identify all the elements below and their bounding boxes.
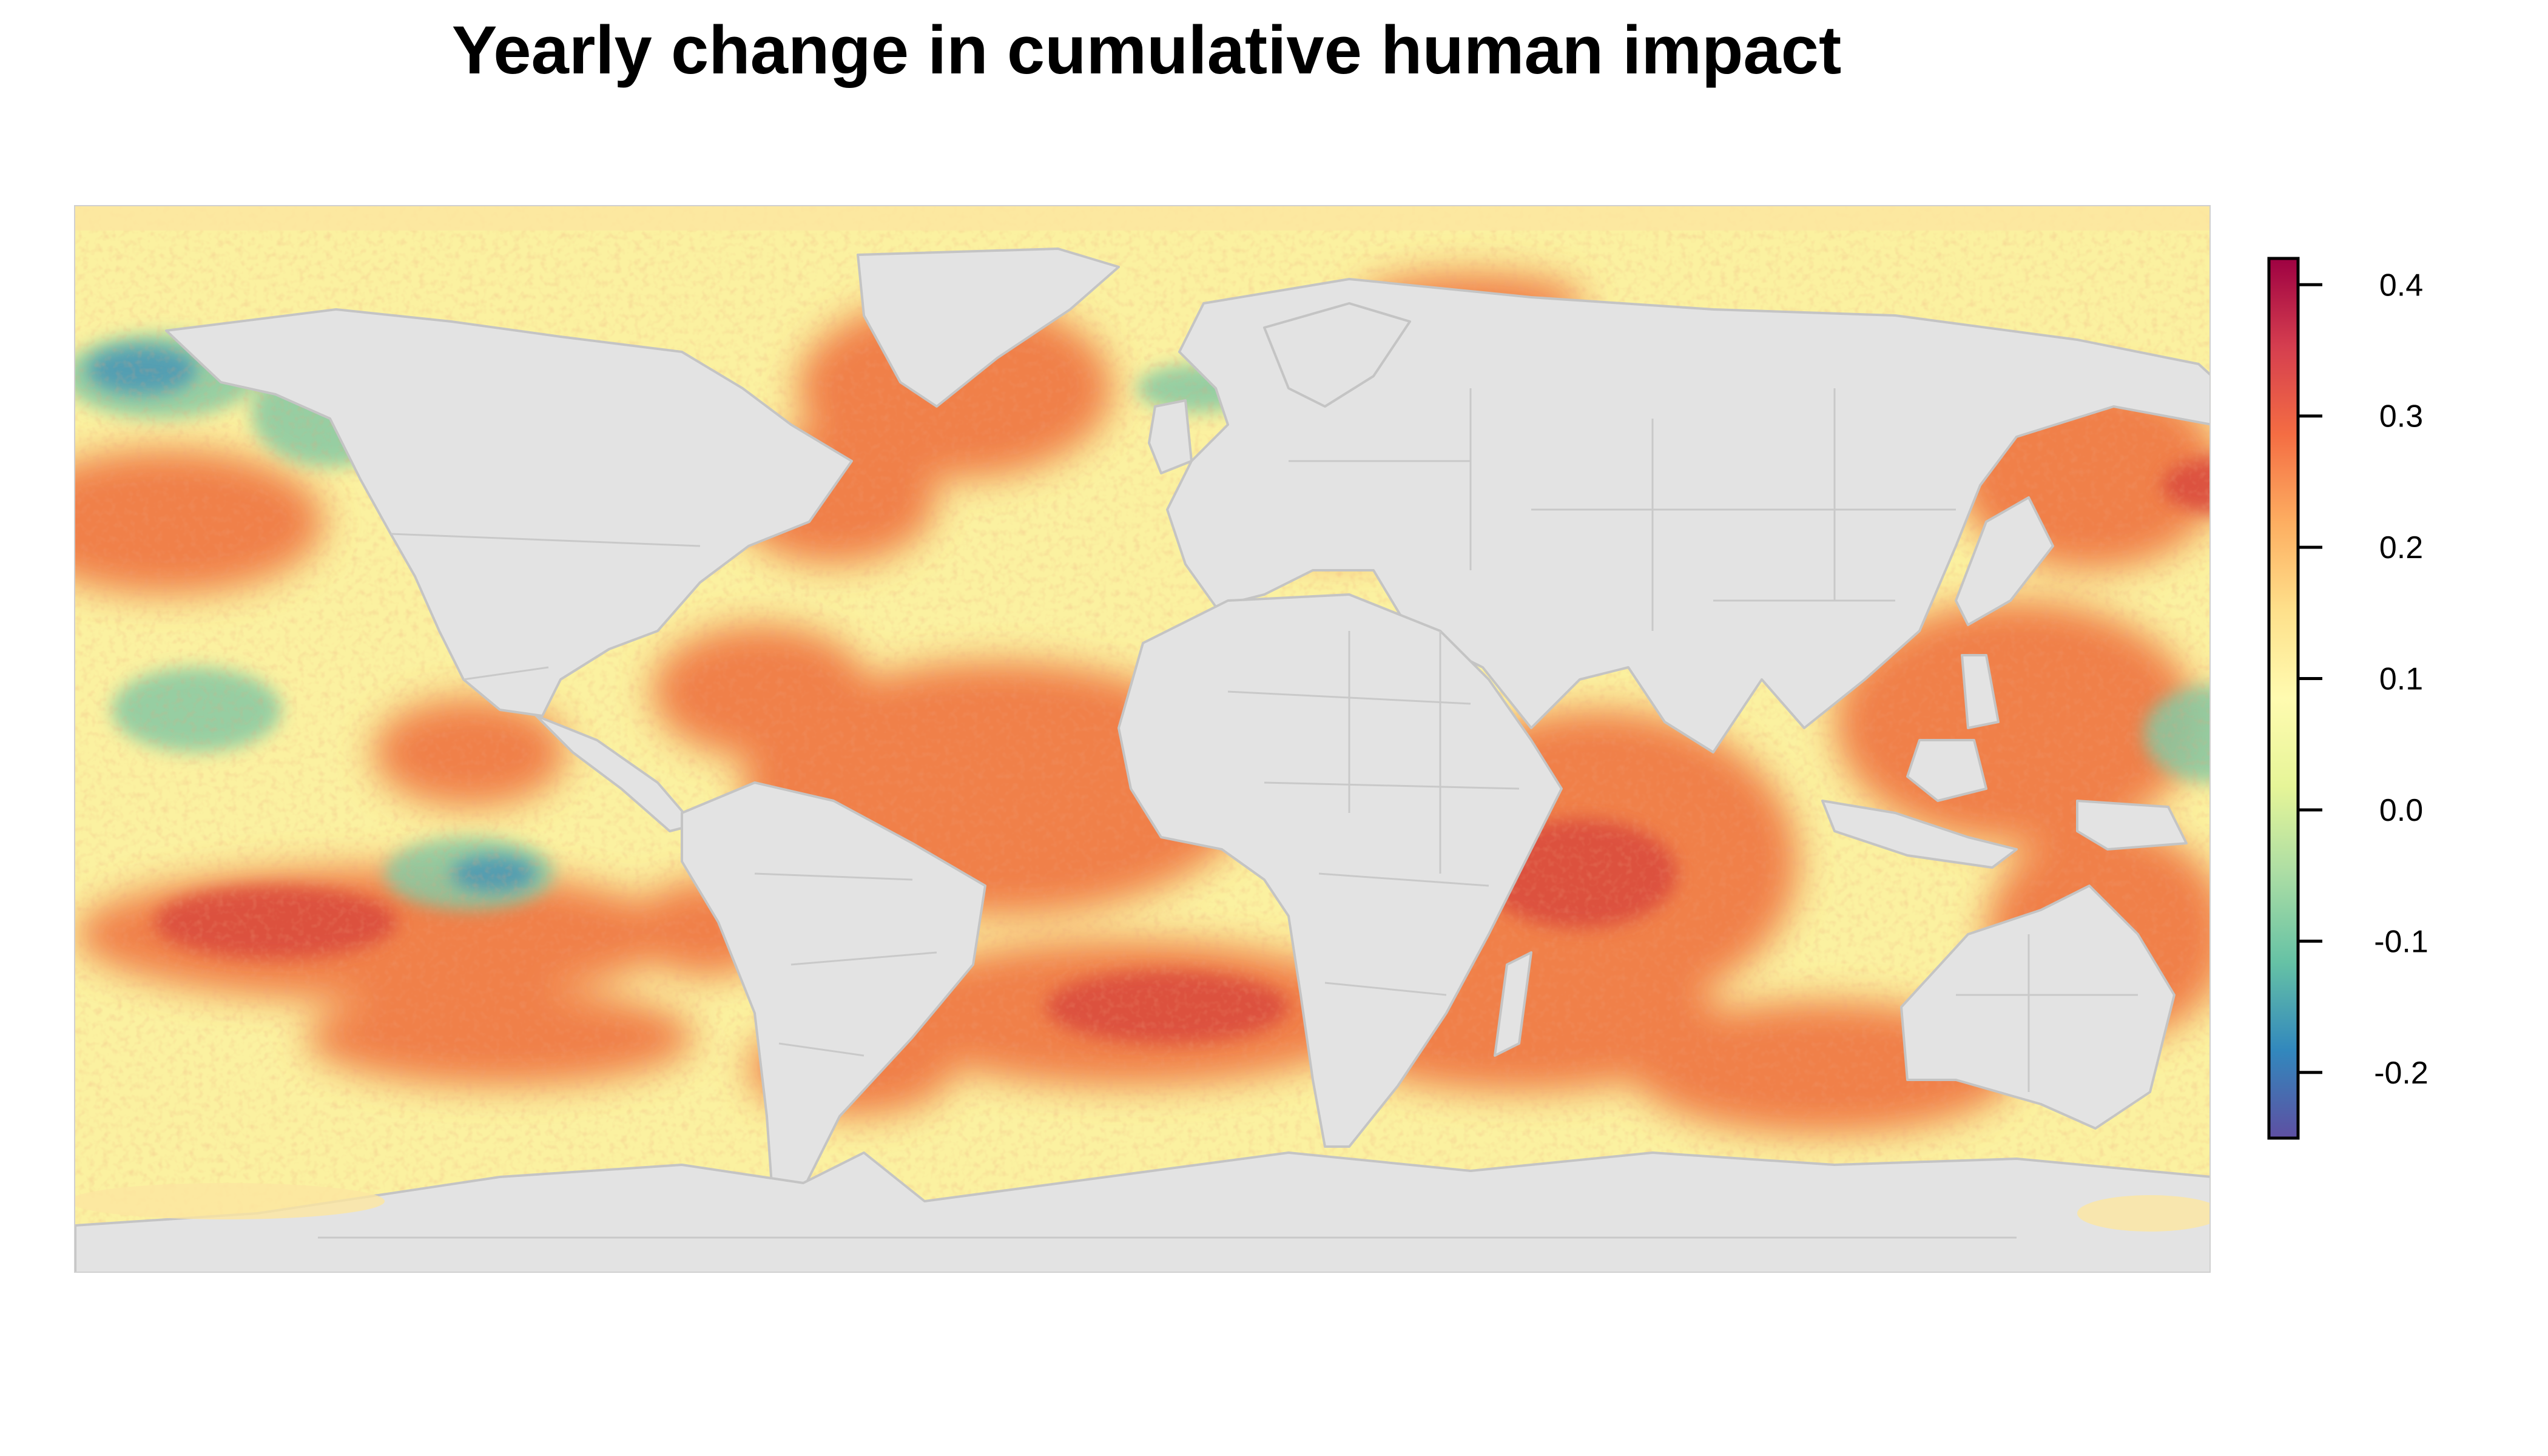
land-scandinavia: [1263, 302, 1411, 408]
colorbar-tick-label: 0.2: [2379, 530, 2423, 565]
world-map[interactable]: [74, 205, 2211, 1273]
land-antarctica: [75, 1151, 2209, 1272]
colorbar-svg: 0.4 0.3 0.2 0.1 0.0 -0.1 -0.2: [2267, 257, 2428, 1140]
land-africa: [1117, 593, 1563, 1148]
land-australia: [1900, 885, 2176, 1130]
colorbar-tick-label: -0.1: [2374, 924, 2428, 959]
colorbar-tick-label: 0.3: [2379, 399, 2423, 434]
land-masses: [75, 248, 2209, 1272]
land-japan: [1955, 496, 2054, 626]
land-north-america: [165, 308, 853, 717]
land-indonesia: [1821, 800, 2018, 869]
land-borneo: [1906, 739, 1987, 802]
land-new-guinea: [2076, 800, 2188, 851]
land-madagascar: [1494, 951, 1532, 1057]
world-map-svg: [75, 206, 2209, 1272]
polar-edges: [75, 206, 2209, 1232]
map-title: Yearly change in cumulative human impact: [451, 12, 1842, 88]
colorbar-legend: 0.4 0.3 0.2 0.1 0.0 -0.1 -0.2: [2267, 257, 2524, 1144]
land-british-isles: [1148, 399, 1193, 474]
land-south-america: [681, 781, 986, 1202]
land-philippines: [1961, 654, 2000, 729]
colorbar-ticks: 0.4 0.3 0.2 0.1 0.0 -0.1 -0.2: [2298, 268, 2428, 1091]
colorbar-tick-label: 0.1: [2379, 662, 2423, 697]
land-greenland: [857, 248, 1120, 408]
colorbar-tick-label: -0.2: [2374, 1056, 2428, 1091]
colorbar-tick-label: 0.0: [2379, 793, 2423, 828]
colorbar-bar: [2267, 257, 2300, 1140]
country-borders: [318, 388, 2138, 1239]
colorbar-tick-label: 0.4: [2379, 268, 2423, 303]
